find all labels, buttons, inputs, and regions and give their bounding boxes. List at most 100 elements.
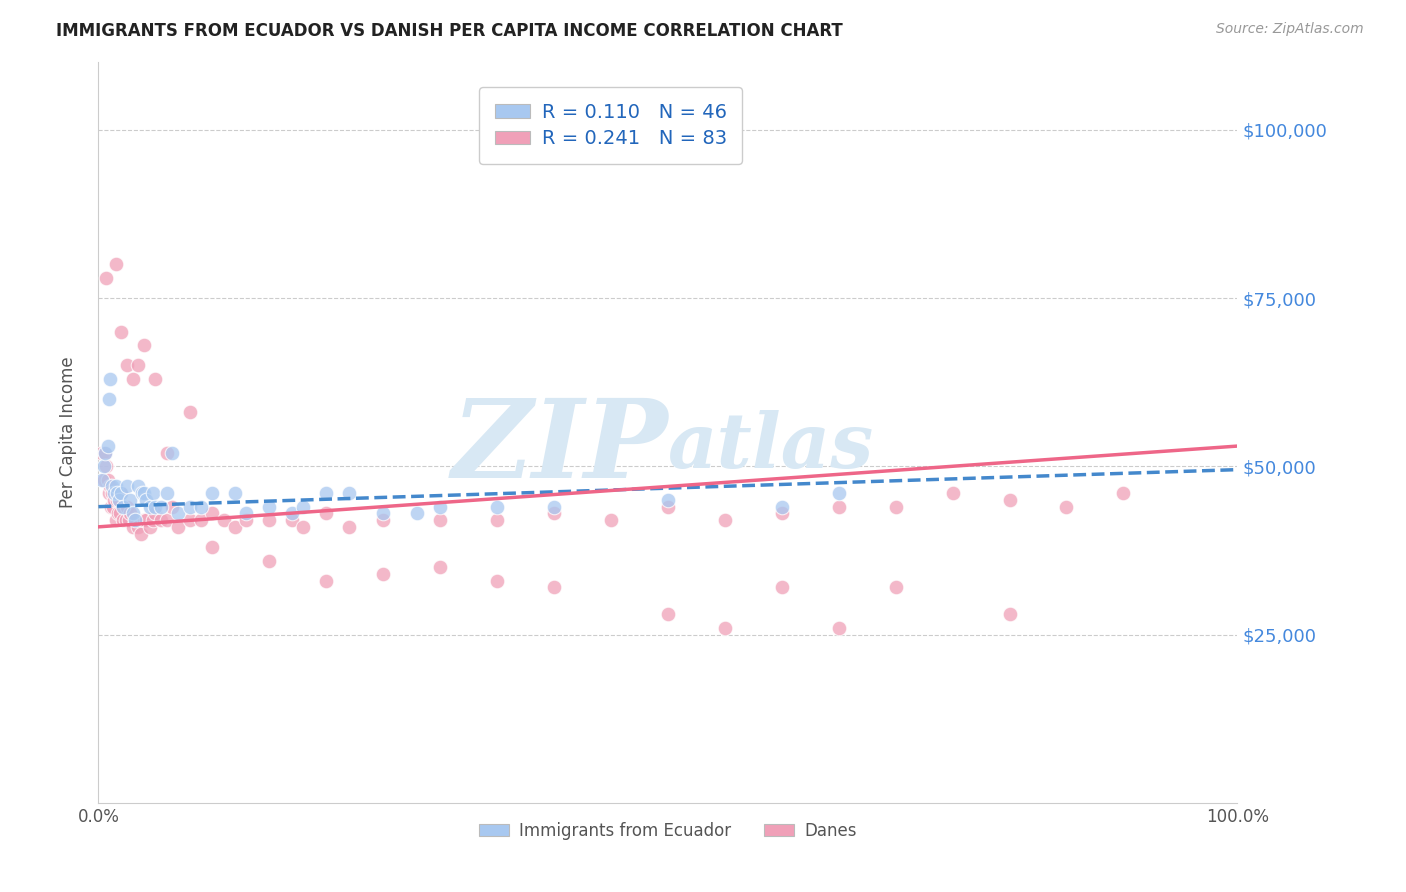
Point bbox=[224, 520, 246, 534]
Point bbox=[201, 486, 224, 500]
Point bbox=[156, 446, 179, 460]
Point bbox=[179, 513, 201, 527]
Point bbox=[105, 486, 128, 500]
Point bbox=[315, 486, 337, 500]
Point bbox=[371, 566, 394, 581]
Point bbox=[93, 473, 115, 487]
Point bbox=[162, 446, 184, 460]
Point bbox=[828, 621, 851, 635]
Point bbox=[135, 492, 157, 507]
Point bbox=[942, 486, 965, 500]
Point bbox=[97, 392, 120, 406]
Point bbox=[543, 581, 565, 595]
Point bbox=[110, 325, 132, 339]
Point bbox=[201, 507, 224, 521]
Point bbox=[101, 486, 124, 500]
Point bbox=[1112, 486, 1135, 500]
Point bbox=[112, 513, 135, 527]
Point bbox=[127, 520, 149, 534]
Point bbox=[714, 513, 737, 527]
Point bbox=[167, 520, 190, 534]
Point bbox=[150, 513, 173, 527]
Point bbox=[600, 513, 623, 527]
Point bbox=[100, 500, 122, 514]
Point bbox=[770, 507, 793, 521]
Point bbox=[98, 372, 121, 386]
Point bbox=[127, 479, 149, 493]
Point bbox=[828, 500, 851, 514]
Point bbox=[259, 500, 281, 514]
Point bbox=[96, 473, 118, 487]
Point bbox=[93, 459, 115, 474]
Point bbox=[114, 513, 136, 527]
Point bbox=[90, 446, 112, 460]
Point bbox=[142, 486, 165, 500]
Point bbox=[150, 500, 173, 514]
Point bbox=[828, 486, 851, 500]
Point bbox=[138, 500, 160, 514]
Point bbox=[103, 486, 125, 500]
Point bbox=[224, 486, 246, 500]
Point bbox=[145, 507, 167, 521]
Point bbox=[108, 507, 131, 521]
Point bbox=[657, 607, 679, 622]
Point bbox=[115, 479, 138, 493]
Point bbox=[124, 513, 146, 527]
Point bbox=[121, 507, 143, 521]
Point bbox=[281, 513, 304, 527]
Text: IMMIGRANTS FROM ECUADOR VS DANISH PER CAPITA INCOME CORRELATION CHART: IMMIGRANTS FROM ECUADOR VS DANISH PER CA… bbox=[56, 22, 844, 40]
Point bbox=[371, 507, 394, 521]
Point bbox=[112, 500, 135, 514]
Point bbox=[235, 507, 257, 521]
Point bbox=[190, 513, 212, 527]
Text: Source: ZipAtlas.com: Source: ZipAtlas.com bbox=[1216, 22, 1364, 37]
Point bbox=[657, 492, 679, 507]
Point bbox=[104, 257, 127, 271]
Point bbox=[486, 574, 509, 588]
Point bbox=[121, 520, 143, 534]
Point bbox=[292, 520, 315, 534]
Point bbox=[138, 520, 160, 534]
Point bbox=[132, 486, 155, 500]
Text: ZIP: ZIP bbox=[451, 393, 668, 501]
Point bbox=[90, 473, 112, 487]
Point bbox=[104, 513, 127, 527]
Point bbox=[132, 513, 155, 527]
Point bbox=[543, 507, 565, 521]
Point bbox=[884, 581, 907, 595]
Point bbox=[179, 500, 201, 514]
Point bbox=[103, 500, 125, 514]
Point bbox=[96, 459, 118, 474]
Point bbox=[406, 507, 429, 521]
Point bbox=[998, 492, 1021, 507]
Point bbox=[998, 607, 1021, 622]
Point bbox=[103, 492, 125, 507]
Point bbox=[115, 359, 138, 373]
Point bbox=[714, 621, 737, 635]
Point bbox=[110, 486, 132, 500]
Point bbox=[543, 500, 565, 514]
Text: atlas: atlas bbox=[668, 410, 875, 484]
Point bbox=[127, 359, 149, 373]
Point bbox=[337, 486, 360, 500]
Point bbox=[121, 372, 143, 386]
Point bbox=[118, 513, 141, 527]
Point bbox=[129, 526, 152, 541]
Point bbox=[884, 500, 907, 514]
Point bbox=[201, 540, 224, 554]
Point bbox=[108, 492, 131, 507]
Point bbox=[429, 513, 451, 527]
Point bbox=[98, 479, 121, 493]
Point bbox=[142, 513, 165, 527]
Point bbox=[162, 500, 184, 514]
Point bbox=[115, 500, 138, 514]
Point bbox=[97, 486, 120, 500]
Point bbox=[371, 513, 394, 527]
Point bbox=[179, 405, 201, 419]
Point bbox=[770, 500, 793, 514]
Point bbox=[292, 500, 315, 514]
Legend: Immigrants from Ecuador, Danes: Immigrants from Ecuador, Danes bbox=[472, 815, 863, 847]
Point bbox=[156, 513, 179, 527]
Point bbox=[110, 486, 132, 500]
Point bbox=[120, 492, 142, 507]
